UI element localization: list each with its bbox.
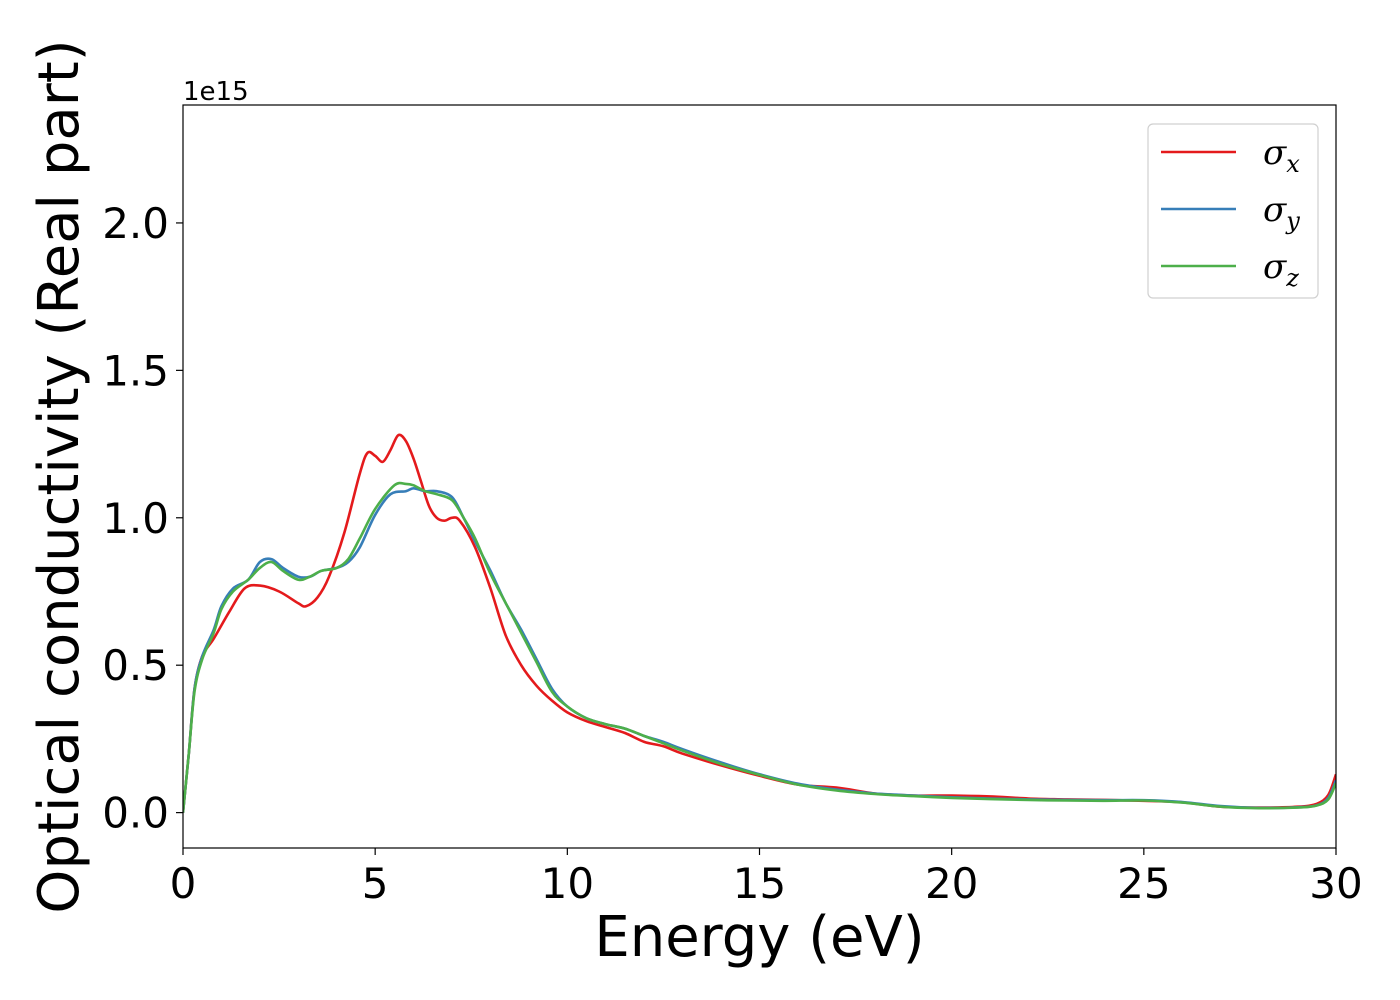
legend-symbol: σ <box>1263 247 1287 287</box>
x-tick-label: 10 <box>541 859 594 908</box>
x-axis-label: Energy (eV) <box>594 905 924 970</box>
legend-label-z: σz <box>1263 247 1299 292</box>
legend-subscript: x <box>1286 150 1300 178</box>
y-tick-label: 1.5 <box>102 346 169 395</box>
y-axis: 0.0 0.5 1.0 1.5 2.0 <box>102 199 183 838</box>
legend-symbol: σ <box>1263 190 1287 230</box>
y-tick-label: 0.5 <box>102 641 169 690</box>
legend-label-y: σy <box>1263 190 1300 235</box>
y-tick-label: 1.0 <box>102 494 169 543</box>
x-tick-label: 25 <box>1117 859 1170 908</box>
y-axis-label: Optical conductivity (Real part) <box>27 39 92 913</box>
legend-subscript: y <box>1285 207 1300 235</box>
x-tick-label: 20 <box>925 859 978 908</box>
x-tick-label: 0 <box>170 859 197 908</box>
series-layer <box>183 433 1336 813</box>
series-line-z <box>183 481 1336 813</box>
legend-label-x: σx <box>1263 133 1300 178</box>
x-tick-label: 15 <box>733 859 786 908</box>
legend-box <box>1147 123 1319 299</box>
legend-symbol: σ <box>1263 133 1287 173</box>
y-offset-label: 1e15 <box>183 77 249 107</box>
legend-subscript: z <box>1285 264 1299 292</box>
x-axis: 0 5 10 15 20 25 30 <box>170 848 1363 908</box>
x-tick-label: 5 <box>362 859 389 908</box>
y-tick-label: 2.0 <box>102 199 169 248</box>
y-tick-label: 0.0 <box>102 789 169 838</box>
x-tick-label: 30 <box>1309 859 1362 908</box>
